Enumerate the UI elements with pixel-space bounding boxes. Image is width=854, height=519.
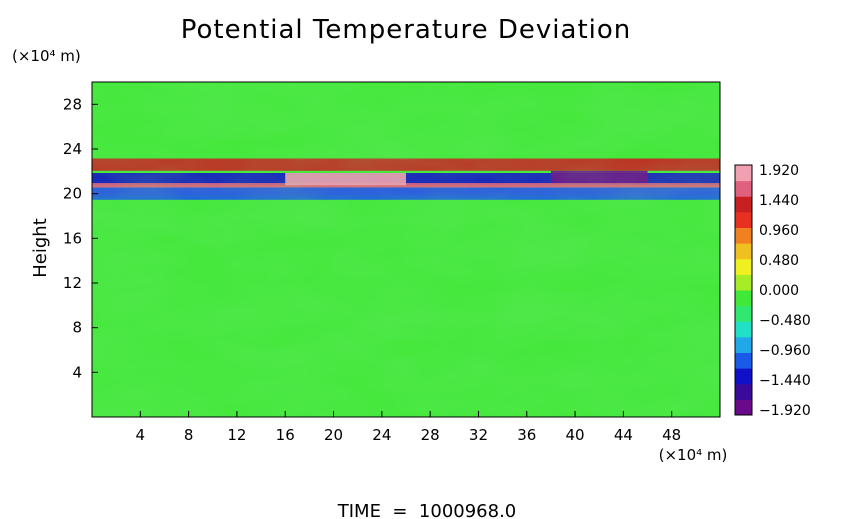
colorbar-segment [735, 368, 752, 385]
colorbar-segment [735, 211, 752, 228]
colorbar-segment [735, 196, 752, 213]
colorbar-tick-label: −0.480 [759, 313, 811, 329]
y-tick-label: 12 [63, 274, 82, 292]
x-tick-label: 32 [469, 426, 488, 444]
colorbar: 1.920 1.440 0.960 0.480 0.000 −0.480 −0.960 −1.… [734, 163, 811, 419]
y-tick-label: 20 [63, 185, 82, 203]
x-tick-label: 8 [184, 426, 194, 444]
colorbar-tick-label: 1.440 [759, 193, 799, 209]
colorbar-tick-label: 1.920 [759, 163, 799, 179]
colorbar-frame [734, 164, 753, 416]
colorbar-tick-label: 0.480 [759, 253, 799, 269]
colorbar-tick-label: −1.920 [759, 403, 811, 419]
colorbar-segment [735, 352, 752, 369]
plot-texture [92, 82, 720, 417]
colorbar-segment [735, 383, 752, 400]
heatmap-plot [91, 81, 721, 418]
colorbar-segment [735, 290, 752, 307]
time-label: TIME = 1000968.0 [337, 501, 517, 519]
x-tick-label: 48 [662, 426, 681, 444]
colorbar-tick-label: −0.960 [759, 343, 811, 359]
y-tick-label: 24 [63, 140, 82, 158]
y-axis-label: Height [30, 218, 51, 278]
x-tick-label: 20 [324, 426, 343, 444]
colorbar-segment [735, 274, 752, 291]
x-unit-label: (×10⁴ m) [659, 446, 728, 464]
colorbar-tick-label: 0.000 [759, 283, 799, 299]
y-unit-label: (×10⁴ m) [12, 47, 81, 65]
colorbar-tick-label: 0.960 [759, 223, 799, 239]
x-tick-label: 40 [566, 426, 585, 444]
colorbar-segment [735, 227, 752, 244]
colorbar-segment [735, 165, 752, 182]
colorbar-segment [735, 180, 752, 197]
colorbar-segment [735, 399, 752, 416]
x-tick-label: 44 [614, 426, 633, 444]
x-tick-label: 4 [136, 426, 146, 444]
x-tick-label: 36 [517, 426, 536, 444]
colorbar-segment [735, 321, 752, 338]
y-tick-label: 4 [72, 363, 82, 381]
colorbar-segment [735, 243, 752, 260]
y-tick-label: 16 [63, 229, 82, 247]
plot-frame [91, 81, 721, 418]
x-tick-label: 24 [372, 426, 391, 444]
colorbar-segment [735, 258, 752, 275]
y-axis: 4 8 12 16 20 24 28 [63, 95, 98, 381]
x-tick-label: 28 [421, 426, 440, 444]
chart-title: Potential Temperature Deviation [181, 15, 632, 45]
x-axis: 4 8 12 16 20 24 28 32 36 40 44 48 [136, 411, 681, 444]
x-tick-label: 12 [227, 426, 246, 444]
x-tick-label: 16 [276, 426, 295, 444]
y-tick-label: 28 [63, 95, 82, 113]
colorbar-tick-label: −1.440 [759, 373, 811, 389]
colorbar-segment [735, 305, 752, 322]
y-tick-label: 8 [72, 319, 82, 337]
colorbar-segment [735, 336, 752, 353]
